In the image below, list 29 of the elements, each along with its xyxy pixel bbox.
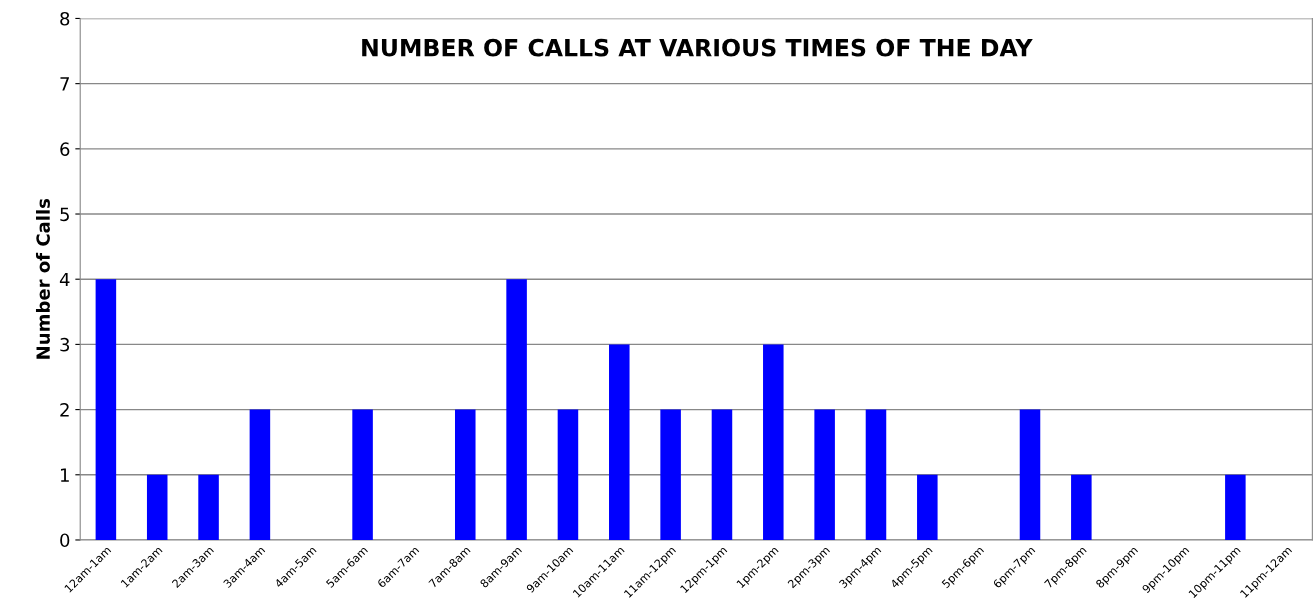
bar [146, 474, 168, 540]
bar [814, 409, 835, 540]
y-tick-label: 8 [60, 11, 70, 26]
y-tick-label: 4 [59, 272, 70, 287]
y-tick-label: 6 [60, 142, 70, 156]
bar [763, 344, 784, 540]
y-tick-label: 1 [60, 468, 69, 482]
y-tick-label: 5 [60, 207, 69, 222]
y-tick-label: 2 [60, 403, 69, 417]
bar [1019, 409, 1041, 540]
bar [660, 409, 681, 540]
y-axis-title: Number of Calls [35, 198, 50, 359]
bar [95, 279, 117, 540]
bar [455, 409, 476, 540]
y-tick-label: 0 [60, 533, 70, 548]
bar [249, 409, 271, 540]
y-tick-label: 3 [60, 337, 70, 352]
bar [609, 344, 630, 540]
bar [198, 474, 219, 540]
bar [865, 409, 887, 540]
y-tick-label: 7 [60, 77, 69, 91]
bar [1071, 474, 1092, 540]
text: NUMBER OF CALLS AT VARIOUS TIMES OF THE DAY [362, 38, 1033, 57]
bar [352, 409, 373, 540]
bar [917, 474, 938, 540]
bar [1225, 474, 1246, 540]
bar [557, 409, 579, 540]
bar [711, 409, 733, 540]
bar [506, 279, 527, 540]
